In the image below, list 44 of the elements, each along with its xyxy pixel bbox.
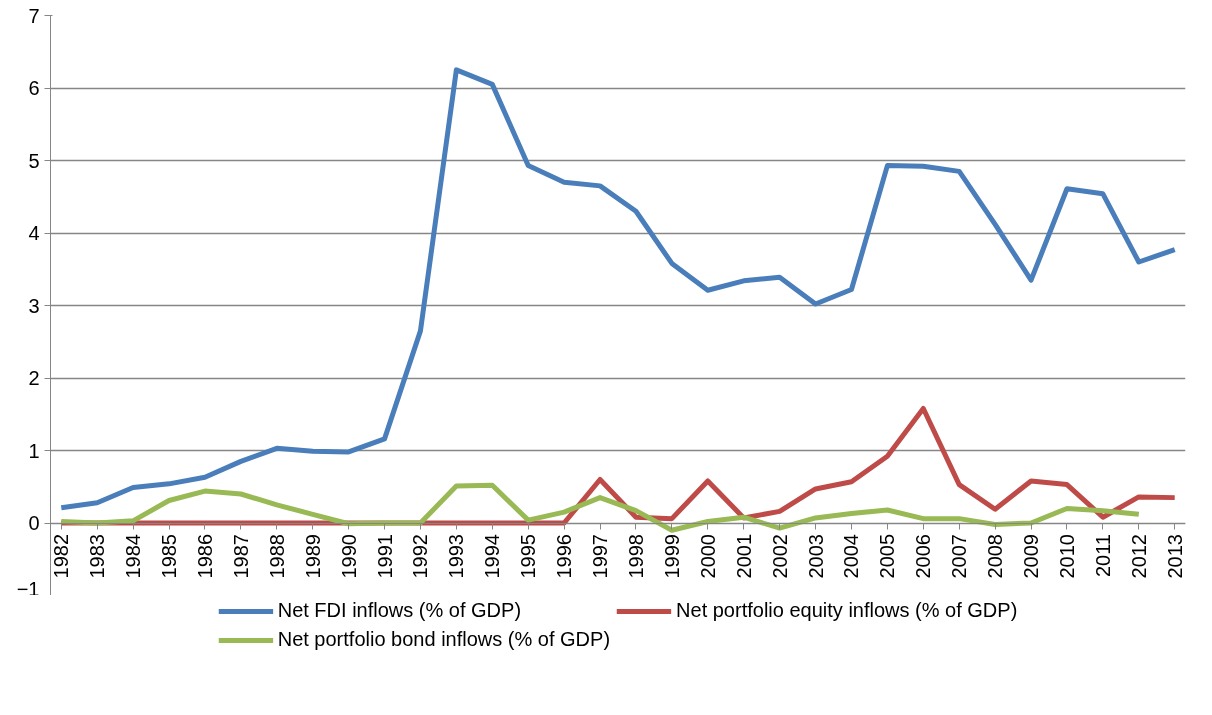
- legend-label: Net portfolio equity inflows (% of GDP): [676, 599, 1018, 622]
- x-tick-label: 1987: [229, 533, 252, 579]
- x-tick-label: 1995: [517, 533, 540, 579]
- x-tick-label: 2002: [768, 533, 791, 579]
- y-tick-label: 0: [28, 512, 40, 534]
- x-tick-label: 2003: [804, 533, 827, 579]
- x-tick-label: 1986: [193, 533, 216, 579]
- y-tick-label: 7: [28, 4, 40, 27]
- x-tick-label: 1988: [265, 533, 288, 579]
- y-tick-label: 3: [28, 294, 40, 317]
- x-tick-label: 2011: [1091, 533, 1114, 578]
- y-tick-label: 4: [28, 222, 40, 244]
- x-tick-label: 1991: [373, 533, 396, 579]
- x-tick-label: 1983: [86, 533, 109, 579]
- x-tick-label: 1994: [481, 533, 504, 579]
- x-tick-label: 2008: [984, 533, 1007, 579]
- x-tick-label: 1997: [589, 533, 612, 579]
- x-tick-label: 2005: [876, 533, 899, 579]
- x-tick-label: 1996: [553, 533, 576, 579]
- x-tick-label: 1990: [337, 533, 360, 579]
- x-tick-label: 1993: [445, 533, 468, 579]
- y-tick-label: 5: [28, 149, 40, 172]
- y-tick-label: 2: [28, 367, 40, 389]
- x-tick-label: 2000: [696, 533, 719, 579]
- x-tick-label: 2009: [1020, 533, 1043, 579]
- legend-label: Net FDI inflows (% of GDP): [277, 599, 522, 622]
- x-tick-label: 1989: [301, 533, 324, 579]
- y-tick-label: 6: [28, 77, 40, 99]
- x-tick-label: 1982: [50, 533, 73, 579]
- x-tick-label: 2010: [1055, 533, 1078, 579]
- x-tick-label: 2013: [1163, 533, 1186, 579]
- x-tick-label: 1999: [660, 533, 683, 579]
- x-tick-label: 2004: [840, 533, 863, 579]
- x-tick-label: 1998: [624, 533, 647, 579]
- legend-label: Net portfolio bond inflows (% of GDP): [277, 628, 611, 651]
- x-tick-label: 2006: [912, 533, 935, 579]
- y-tick-label: 1: [28, 439, 40, 462]
- x-tick-label: 1984: [122, 533, 145, 579]
- x-tick-label: 2012: [1127, 533, 1150, 579]
- x-tick-label: 2007: [948, 533, 971, 579]
- x-tick-label: 2001: [732, 533, 755, 579]
- y-tick-label: −1: [16, 577, 40, 600]
- x-tick-label: 1985: [158, 533, 181, 579]
- x-tick-label: 1992: [409, 533, 432, 579]
